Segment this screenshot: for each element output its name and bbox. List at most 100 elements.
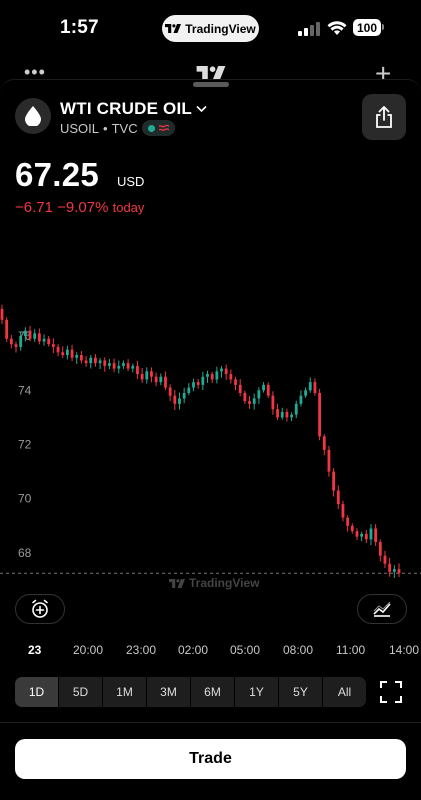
candle (220, 366, 223, 378)
candle (42, 334, 46, 346)
candle (28, 325, 32, 342)
symbol-ticker: USOIL (60, 120, 100, 136)
chart-type-button[interactable] (357, 594, 407, 624)
change-percent: −9.07% (57, 199, 109, 216)
share-button[interactable] (362, 94, 406, 140)
range-3m-button[interactable]: 3M (147, 677, 190, 707)
candle (89, 354, 93, 369)
battery-indicator: 100 (353, 19, 384, 36)
chart-watermark: TradingView (169, 576, 259, 590)
candle (75, 352, 79, 364)
candle (364, 529, 368, 544)
sheet-grabber[interactable] (193, 82, 229, 87)
candle (33, 329, 37, 342)
candle (299, 390, 303, 407)
candle (56, 344, 60, 357)
candle (37, 328, 41, 345)
price-chart[interactable]: 7674727068 (0, 290, 421, 580)
candle (392, 565, 396, 578)
range-1d-button[interactable]: 1D (15, 677, 58, 707)
candle (159, 373, 163, 386)
symbol-subtitle: USOIL • TVC (60, 120, 175, 136)
candle (51, 338, 55, 354)
tradingview-logo-icon (169, 578, 185, 588)
app-pill[interactable]: TradingView (162, 15, 259, 42)
candle (192, 378, 195, 392)
candle (196, 379, 200, 389)
y-axis-tick: 68 (18, 546, 32, 560)
last-price: 67.25 (15, 156, 100, 193)
divider (0, 722, 421, 723)
candle (94, 354, 97, 367)
range-5y-button[interactable]: 5Y (279, 677, 322, 707)
candle (70, 344, 74, 362)
chart-type-icon (373, 601, 391, 617)
candle (355, 528, 359, 541)
market-status-badge (141, 120, 175, 136)
candle (150, 367, 153, 383)
change-value: −6.71 (15, 199, 53, 216)
symbol-name[interactable]: WTI CRUDE OIL (60, 99, 207, 119)
candle (98, 357, 102, 370)
candle (369, 524, 373, 546)
time-axis: 23 20:00 23:00 02:00 05:00 08:00 11:00 1… (0, 643, 421, 659)
time-tick: 20:00 (73, 643, 104, 657)
candle (23, 327, 27, 342)
range-selector: 1D 5D 1M 3M 6M 1Y 5Y All (15, 677, 366, 707)
range-all-button[interactable]: All (323, 677, 366, 707)
candle (103, 357, 107, 372)
candle (140, 367, 144, 383)
candle (360, 531, 364, 542)
candle (243, 390, 247, 404)
range-1m-button[interactable]: 1M (103, 677, 146, 707)
candle (0, 304, 4, 325)
symbol-exchange: TVC (111, 120, 138, 136)
candle (215, 366, 219, 384)
candle (327, 445, 331, 477)
y-axis-tick: 72 (18, 437, 32, 451)
candle (238, 379, 242, 397)
candle (280, 407, 284, 420)
candle (313, 378, 317, 396)
candle (229, 369, 233, 384)
candle (126, 359, 130, 372)
price-change: −6.71 −9.07% today (15, 199, 144, 216)
y-axis-tick: 70 (18, 492, 32, 506)
candle (374, 524, 378, 546)
tradingview-logo-icon (196, 66, 226, 82)
candle (224, 364, 228, 380)
fullscreen-icon[interactable] (380, 681, 402, 703)
candle (84, 356, 88, 367)
range-1y-button[interactable]: 1Y (235, 677, 278, 707)
y-axis-tick: 74 (18, 383, 32, 397)
candle (5, 317, 9, 342)
range-5d-button[interactable]: 5D (59, 677, 102, 707)
add-alert-button[interactable] (15, 594, 65, 624)
candle (322, 434, 326, 456)
trade-button[interactable]: Trade (15, 739, 406, 779)
candle (388, 557, 392, 577)
candle (117, 360, 121, 374)
time-tick: 23:00 (126, 643, 157, 657)
candle (65, 345, 69, 360)
chevron-down-icon (196, 105, 207, 113)
time-tick: 23 (28, 643, 42, 657)
candle (294, 400, 298, 419)
candle (271, 391, 275, 415)
candle (397, 563, 401, 578)
range-6m-button[interactable]: 6M (191, 677, 234, 707)
candle (108, 359, 111, 370)
candle (383, 550, 387, 568)
oil-drop-icon (15, 98, 51, 134)
candle (131, 363, 135, 373)
candle (378, 539, 382, 562)
candle (346, 515, 350, 532)
candle (173, 390, 177, 410)
candle (332, 468, 336, 497)
candle (112, 358, 116, 373)
time-tick: 11:00 (336, 643, 366, 657)
separator: • (103, 120, 108, 136)
more-dots-icon[interactable]: ••• (24, 62, 46, 82)
symbol-name-text: WTI CRUDE OIL (60, 99, 192, 118)
watermark-text: TradingView (189, 576, 260, 590)
